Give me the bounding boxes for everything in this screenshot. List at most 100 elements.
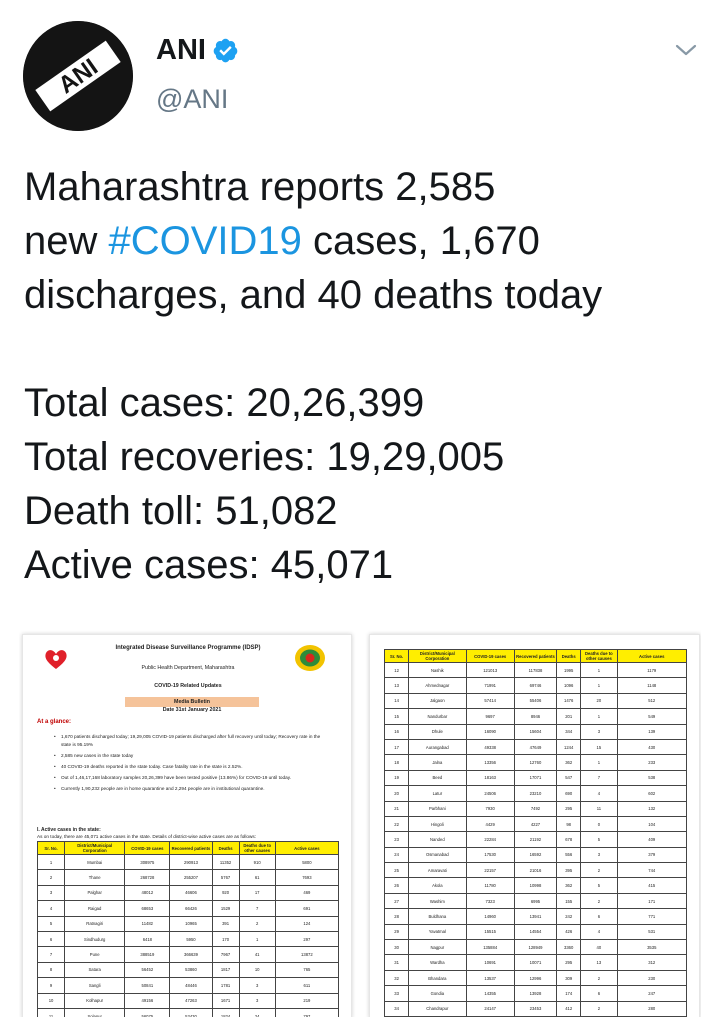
chevron-down-icon[interactable]: [674, 38, 698, 62]
bulletin-date: Date 31st January 2021: [162, 707, 222, 713]
table-cell: 3: [580, 846, 618, 864]
table-cell: 135884: [465, 939, 515, 956]
bulletin-page-1[interactable]: Integrated Disease Surveillance Programm…: [22, 634, 352, 1017]
table-cell: 61: [238, 869, 276, 886]
table-cell: 53860: [169, 961, 213, 979]
table-row: 18 Jalna 13356 12760 362 1 233: [383, 754, 687, 771]
table-cell: 7930: [465, 800, 515, 817]
table-cell: 49338: [465, 738, 515, 756]
table-cell: 230: [616, 969, 687, 987]
doc-department: Public Health Department, Maharashtra: [141, 665, 235, 671]
hashtag-link[interactable]: #COVID19: [108, 219, 302, 263]
tweet-line: Maharashtra reports 2,585: [24, 165, 496, 209]
table-cell: Chandrapur: [408, 1000, 467, 1017]
table-cell: 1781: [211, 977, 240, 994]
column-header: District/Municipal Corporation: [64, 841, 126, 855]
table-cell: 1: [580, 754, 618, 771]
table-cell: 10965: [169, 915, 213, 932]
table-cell: 344: [556, 723, 582, 740]
table-cell: 233: [616, 754, 687, 771]
table-cell: 46606: [169, 884, 213, 902]
table-cell: 56075: [124, 1007, 171, 1017]
table-cell: Dhule: [408, 723, 467, 740]
table-cell: 68653: [124, 900, 171, 917]
column-header: Deaths: [211, 841, 240, 855]
tweet-line: cases, 1,670: [301, 219, 540, 263]
author-name[interactable]: ANI: [156, 34, 206, 66]
table-cell: 30: [383, 939, 410, 956]
table-row: 32 Bhandara 13537 12996 309 2 230: [383, 969, 687, 987]
table-cell: 10: [36, 992, 66, 1009]
table-cell: 19: [383, 769, 410, 787]
table-cell: 10998: [513, 877, 558, 894]
table-cell: Nandurbar: [408, 708, 467, 725]
table-row: 10 Kolhapur 49156 47263 1671 3 219: [36, 992, 340, 1009]
table-cell: 5950: [169, 930, 213, 948]
table-cell: 2: [580, 969, 618, 987]
table-cell: 4227: [513, 815, 558, 833]
table-cell: 33: [383, 985, 410, 1002]
table-cell: 415: [616, 877, 687, 894]
table-cell: 24506: [465, 785, 515, 802]
avatar[interactable]: ANI: [23, 21, 133, 131]
table-cell: 15: [580, 738, 618, 756]
table-cell: 31: [383, 954, 410, 971]
table-cell: 13: [383, 677, 410, 694]
column-header: COVID-19 cases: [465, 649, 515, 663]
table-cell: 1: [580, 677, 618, 694]
table-cell: 1148: [616, 677, 687, 694]
list-item: Currently 1,90,232 people are in home qu…: [54, 785, 331, 793]
table-cell: 34: [383, 1000, 410, 1017]
table-row: 8 Satara 56452 53860 1817 10 765: [36, 961, 340, 979]
table-cell: 4: [36, 900, 66, 917]
table-cell: 24: [383, 846, 410, 864]
tweet-media[interactable]: Integrated Disease Surveillance Programm…: [19, 628, 701, 1017]
table-cell: 26: [383, 877, 410, 894]
column-header: Deaths due to other causes: [580, 649, 618, 663]
table-cell: 11482: [124, 915, 171, 932]
table-cell: 124: [274, 915, 340, 932]
table-cell: 21016: [513, 862, 558, 879]
table-cell: 910: [238, 853, 276, 871]
table-cell: 362: [556, 877, 582, 894]
table-cell: 128949: [513, 939, 558, 956]
table-cell: Beed: [408, 769, 467, 787]
table-cell: 308975: [124, 853, 171, 871]
table-cell: 15515: [465, 923, 515, 941]
author-handle[interactable]: @ANI: [156, 84, 229, 114]
table-cell: 17530: [465, 846, 515, 864]
table-cell: 20: [383, 785, 410, 802]
table-cell: 32: [383, 969, 410, 987]
bulletin-page-2[interactable]: Sr. No. District/Municipal Corporation C…: [369, 634, 700, 1017]
table-cell: 6: [580, 985, 618, 1002]
table-row: 19 Beed 18163 17071 547 7 538: [383, 769, 687, 787]
doc-updates: COVID-19 Related Updates: [154, 683, 222, 689]
table-header-row: Sr. No. District/Municipal Corporation C…: [383, 649, 687, 663]
table-cell: 512: [616, 692, 687, 710]
table-cell: Satara: [64, 961, 126, 979]
table-row: 29 Yavatmal 15515 14554 426 4 531: [383, 923, 687, 941]
table-cell: Nanded: [408, 831, 467, 848]
table-cell: 549: [616, 708, 687, 725]
table-cell: 56452: [124, 961, 171, 979]
table-cell: 538: [616, 769, 687, 787]
table-cell: 13928: [513, 985, 558, 1002]
table-row: 34 Chandrapur 24147 23453 412 2 280: [383, 1000, 687, 1017]
table-cell: Nagpur: [408, 939, 467, 956]
column-header: COVID-19 cases: [124, 841, 171, 855]
table-cell: 362: [556, 754, 582, 771]
doc-title: Integrated Disease Surveillance Programm…: [115, 645, 261, 651]
table-cell: 268728: [124, 869, 171, 886]
table-cell: 5767: [211, 869, 240, 886]
table-row: 6 Sindhudurg 6418 5950 170 1 297: [36, 930, 340, 948]
table-cell: 1: [580, 708, 618, 725]
table-cell: 690: [556, 785, 582, 802]
table-cell: 242: [556, 908, 582, 925]
table-cell: Akola: [408, 877, 467, 894]
table-cell: 469: [274, 884, 340, 902]
table-cell: 1995: [556, 661, 582, 679]
table-cell: 1096: [556, 677, 582, 694]
state-emblem-icon: [293, 643, 327, 673]
table-cell: 5800: [274, 853, 340, 871]
table-cell: 23453: [513, 1000, 558, 1017]
